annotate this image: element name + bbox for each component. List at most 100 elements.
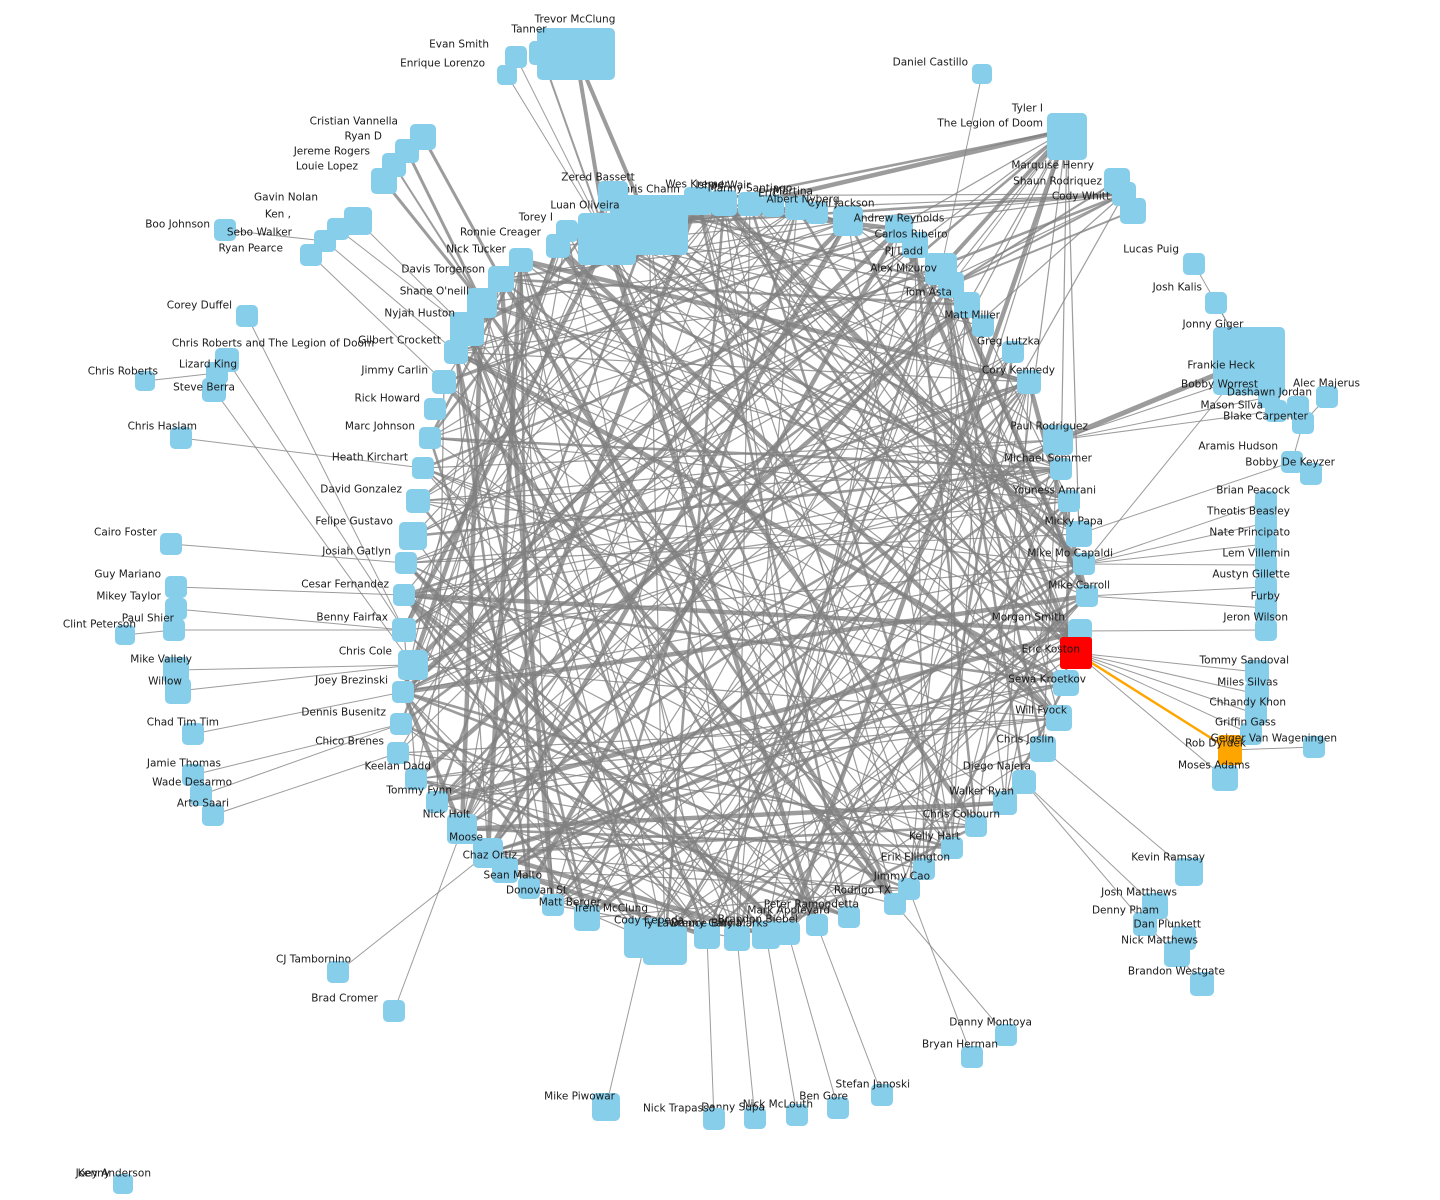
graph-node[interactable]: [1058, 490, 1080, 512]
graph-node[interactable]: [1316, 386, 1338, 408]
graph-node[interactable]: [447, 814, 477, 844]
graph-node[interactable]: [505, 46, 527, 68]
graph-node[interactable]: [1214, 371, 1238, 395]
graph-node[interactable]: [1076, 585, 1098, 607]
graph-node[interactable]: [1133, 912, 1157, 936]
graph-node[interactable]: [1240, 723, 1262, 745]
graph-node[interactable]: [961, 1046, 983, 1068]
graph-node[interactable]: [1292, 412, 1314, 434]
graph-node[interactable]: [598, 181, 628, 211]
graph-node[interactable]: [574, 905, 600, 931]
graph-node[interactable]: [1245, 682, 1269, 706]
graph-node[interactable]: [1255, 512, 1277, 534]
graph-node[interactable]: [1183, 253, 1205, 275]
graph-node[interactable]: [902, 232, 928, 258]
graph-node[interactable]: [214, 219, 236, 241]
graph-node[interactable]: [488, 266, 514, 292]
graph-node[interactable]: [744, 1107, 766, 1129]
graph-node[interactable]: [1060, 637, 1092, 669]
graph-node[interactable]: [398, 650, 428, 680]
graph-node[interactable]: [806, 914, 828, 936]
graph-node[interactable]: [913, 858, 935, 880]
graph-node[interactable]: [1012, 770, 1036, 794]
graph-node[interactable]: [546, 234, 570, 258]
graph-node[interactable]: [424, 398, 446, 420]
graph-node[interactable]: [1255, 533, 1277, 555]
graph-node[interactable]: [160, 533, 182, 555]
graph-node[interactable]: [1164, 941, 1190, 967]
graph-node[interactable]: [762, 195, 784, 217]
graph-node[interactable]: [542, 894, 564, 916]
graph-node[interactable]: [236, 305, 258, 327]
graph-node[interactable]: [419, 427, 441, 449]
graph-node[interactable]: [165, 576, 187, 598]
graph-node[interactable]: [1053, 670, 1079, 696]
graph-node[interactable]: [776, 921, 800, 945]
graph-node[interactable]: [327, 961, 349, 983]
graph-node[interactable]: [972, 64, 992, 84]
graph-node[interactable]: [724, 925, 750, 951]
graph-node[interactable]: [972, 315, 994, 337]
graph-node[interactable]: [399, 522, 427, 550]
graph-node[interactable]: [1050, 458, 1072, 480]
graph-node[interactable]: [412, 457, 434, 479]
graph-node[interactable]: [190, 784, 212, 806]
graph-node[interactable]: [387, 742, 409, 764]
graph-node[interactable]: [711, 190, 737, 216]
graph-node[interactable]: [871, 1084, 893, 1106]
graph-node[interactable]: [738, 192, 762, 216]
graph-node[interactable]: [786, 1104, 808, 1126]
graph-node[interactable]: [941, 837, 963, 859]
graph-node[interactable]: [202, 378, 226, 402]
graph-node[interactable]: [703, 1108, 725, 1130]
graph-node[interactable]: [202, 804, 224, 826]
graph-node[interactable]: [1043, 425, 1073, 455]
graph-node[interactable]: [182, 723, 204, 745]
graph-node[interactable]: [1255, 554, 1277, 576]
graph-node[interactable]: [1245, 703, 1267, 725]
graph-node[interactable]: [300, 244, 322, 266]
graph-node[interactable]: [1218, 735, 1242, 765]
graph-node[interactable]: [115, 625, 135, 645]
graph-node[interactable]: [1245, 660, 1269, 684]
graph-node[interactable]: [827, 1097, 849, 1119]
graph-node[interactable]: [1047, 126, 1087, 160]
graph-node[interactable]: [833, 206, 863, 236]
graph-node[interactable]: [995, 1024, 1017, 1046]
graph-node[interactable]: [993, 791, 1017, 815]
graph-node[interactable]: [1303, 736, 1325, 758]
graph-node[interactable]: [684, 187, 712, 215]
graph-node[interactable]: [884, 893, 906, 915]
graph-node[interactable]: [393, 584, 415, 606]
graph-node[interactable]: [163, 619, 185, 641]
graph-node[interactable]: [1212, 765, 1238, 791]
graph-node[interactable]: [1300, 463, 1322, 485]
graph-node[interactable]: [785, 196, 809, 220]
graph-node[interactable]: [1190, 972, 1214, 996]
graph-node[interactable]: [1255, 597, 1277, 619]
graph-node[interactable]: [383, 1000, 405, 1022]
graph-node[interactable]: [432, 370, 456, 394]
graph-node[interactable]: [838, 906, 860, 928]
graph-node[interactable]: [492, 857, 518, 883]
graph-node[interactable]: [444, 340, 468, 364]
graph-node[interactable]: [426, 791, 448, 813]
graph-node[interactable]: [165, 598, 187, 620]
graph-node[interactable]: [752, 921, 780, 949]
graph-node[interactable]: [529, 41, 553, 65]
graph-node[interactable]: [371, 168, 397, 194]
graph-node[interactable]: [392, 618, 416, 642]
graph-node[interactable]: [390, 713, 412, 735]
graph-node[interactable]: [405, 768, 427, 790]
graph-node[interactable]: [1073, 553, 1095, 575]
graph-node[interactable]: [182, 764, 204, 786]
graph-node[interactable]: [1265, 400, 1287, 422]
graph-node[interactable]: [392, 681, 414, 703]
graph-node[interactable]: [1255, 619, 1277, 641]
graph-node[interactable]: [578, 213, 636, 265]
graph-node[interactable]: [1017, 370, 1041, 394]
graph-node[interactable]: [518, 877, 540, 899]
graph-node[interactable]: [113, 1174, 133, 1194]
graph-node[interactable]: [170, 427, 192, 449]
graph-node[interactable]: [643, 925, 687, 965]
